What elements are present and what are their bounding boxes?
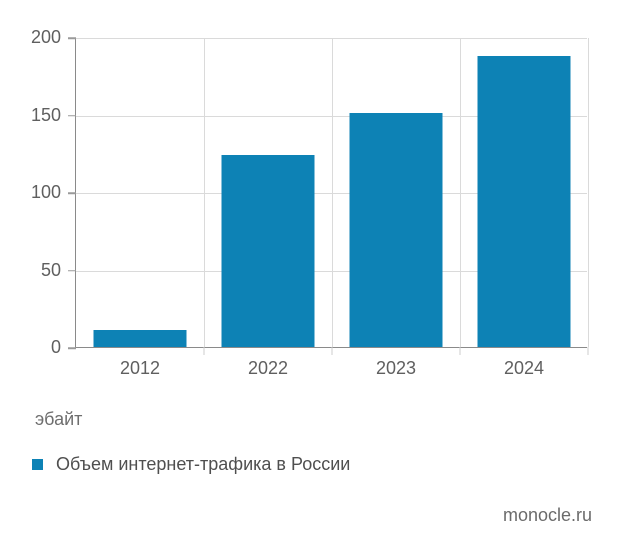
x-axis-tick-3 bbox=[459, 347, 461, 355]
source-label: monocle.ru bbox=[502, 505, 592, 525]
x-axis-tick-1 bbox=[203, 347, 205, 355]
y-axis-label-0: 0 bbox=[50, 337, 61, 358]
legend-series-label: Объем интернет-трафика в России bbox=[56, 454, 351, 474]
y-axis-unit-label: эбайт bbox=[35, 409, 83, 429]
x-axis-label-2012: 2012 bbox=[119, 358, 161, 378]
x-axis-label-2023: 2023 bbox=[375, 358, 417, 378]
gridline-v-3 bbox=[460, 38, 461, 347]
x-axis-label-2024: 2024 bbox=[503, 358, 545, 378]
y-axis-tick-0 bbox=[68, 347, 76, 349]
bar-2022 bbox=[221, 154, 315, 347]
y-axis-label-50: 50 bbox=[40, 259, 61, 280]
gridline-h-50 bbox=[76, 270, 587, 272]
x-axis-label-2022: 2022 bbox=[247, 358, 289, 378]
gridline-v-2 bbox=[332, 38, 333, 347]
y-axis-tick-200 bbox=[68, 37, 76, 39]
y-axis-label-150: 150 bbox=[30, 104, 61, 125]
legend: Объем интернет-трафика в России bbox=[32, 454, 350, 475]
gridline-h-150 bbox=[76, 115, 587, 117]
y-axis-tick-150 bbox=[68, 114, 76, 117]
y-axis-label-100: 100 bbox=[30, 182, 61, 203]
gridline-h-100 bbox=[76, 193, 587, 194]
gridline-v-4 bbox=[588, 38, 589, 347]
legend-marker-square bbox=[32, 459, 43, 470]
y-axis-label-200: 200 bbox=[30, 27, 61, 48]
bar-2024 bbox=[477, 55, 571, 347]
y-axis-tick-50 bbox=[68, 269, 76, 272]
y-axis-tick-100 bbox=[68, 192, 76, 194]
x-axis-tick-2 bbox=[331, 347, 333, 355]
gridline-h-200 bbox=[76, 38, 587, 39]
x-axis-tick-4 bbox=[587, 347, 589, 355]
bar-2023 bbox=[349, 112, 443, 347]
gridline-v-1 bbox=[204, 38, 205, 347]
bar-2012 bbox=[93, 329, 187, 347]
plot-area: 0 50 100 150 200 2012 2022 2023 2024 bbox=[31, 27, 589, 378]
